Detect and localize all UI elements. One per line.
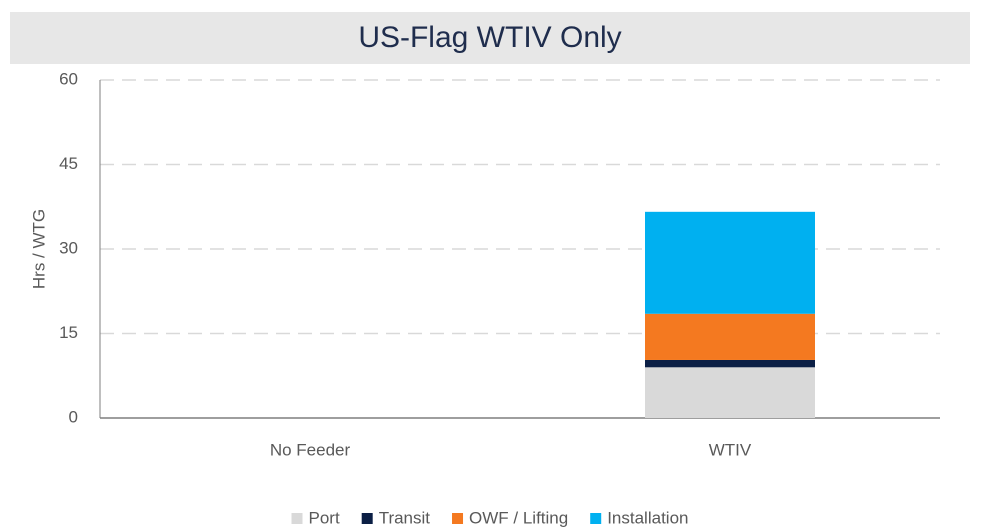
y-tick-label: 0 xyxy=(69,407,78,426)
y-axis-label: Hrs / WTG xyxy=(29,209,48,289)
chart-title: US-Flag WTIV Only xyxy=(358,21,621,54)
x-tick-label: No Feeder xyxy=(270,440,351,459)
legend-label: OWF / Lifting xyxy=(469,508,568,527)
x-tick-label: WTIV xyxy=(709,440,752,459)
legend-swatch xyxy=(452,513,464,524)
legend-label: Port xyxy=(309,508,340,527)
legend-swatch xyxy=(291,513,303,524)
legend-swatch xyxy=(590,513,602,524)
bar-segment xyxy=(645,367,815,418)
y-tick-label: 45 xyxy=(59,154,78,173)
legend-label: Installation xyxy=(607,508,688,527)
legend-swatch xyxy=(361,513,373,524)
legend-label: Transit xyxy=(379,508,431,527)
bar-segment xyxy=(645,313,815,360)
bar-segment xyxy=(645,359,815,368)
title-band xyxy=(10,12,970,64)
y-tick-label: 15 xyxy=(59,323,78,342)
y-tick-label: 30 xyxy=(59,238,78,257)
y-tick-label: 60 xyxy=(59,69,78,88)
bar-segment xyxy=(645,211,815,314)
